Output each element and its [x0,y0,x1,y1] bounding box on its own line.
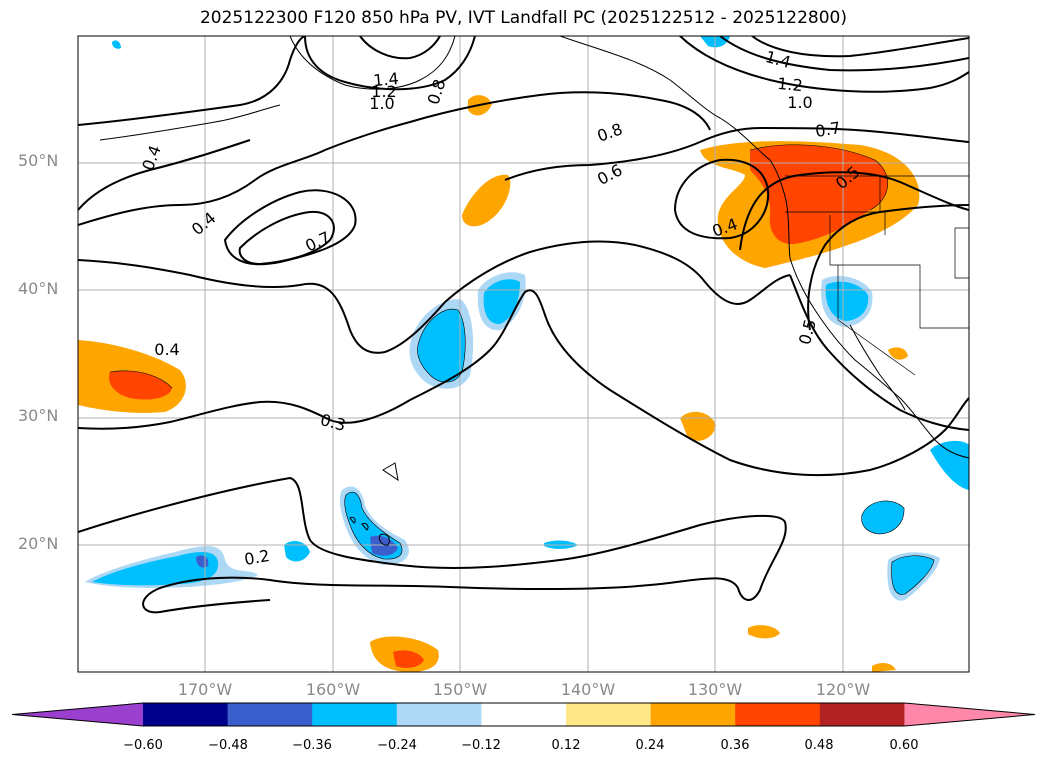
contour-label: 1.0 [369,94,394,113]
anomaly-patch-edge-2 [900,188,916,201]
contour-east-lobe [739,171,969,251]
contour-label: 1.0 [787,93,812,112]
graticule [78,36,969,672]
coastline-north-america [559,36,969,459]
colorbar-bin [227,703,313,726]
anomaly-patch-neg-6-core [891,555,934,595]
lon-tick-160w: 160°W [305,680,361,699]
coastline-aleutians [99,104,281,141]
colorbar-tick: −0.36 [292,738,332,753]
lat-tick-50n: 50°N [18,151,59,170]
anomaly-patch-neg-8 [930,440,969,490]
anomaly-patch-ne-pacific-core [750,144,888,245]
colorbar [11,702,1036,727]
colorbar-bin [396,703,482,726]
colorbar-tick: −0.60 [123,738,163,753]
contour-0.2 [78,476,787,614]
hawaii-islands [349,517,390,546]
anomaly-patch-edge [872,662,896,672]
lon-tick-140w: 140°W [560,680,616,699]
pv-contours [78,36,969,614]
anomaly-patch-neg-3-deep [370,535,398,556]
anomaly-patch-south-core [393,650,424,668]
colorbar-extension-high [904,703,1035,726]
lat-tick-20n: 20°N [18,534,59,553]
contour-label: 1.2 [371,82,396,101]
anomaly-patch-se [748,625,780,639]
colorbar-bin [566,703,652,726]
colorbar-tick: −0.24 [377,738,417,753]
colorbar-outline [11,702,1036,727]
lon-tick-170w: 170°W [177,680,233,699]
colorbar-bin [312,703,398,726]
lon-tick-130w: 130°W [687,680,743,699]
anomaly-patch-neg-7 [861,500,905,534]
contour-label: 0.7 [814,118,842,141]
colorbar-tick: 0.48 [804,738,834,753]
colorbar-tick: −0.48 [208,738,248,753]
contour-0.8b [359,36,441,60]
contour-nw [78,139,251,211]
contour-0.7b [238,210,335,266]
colorbar-extension-low [12,703,143,726]
contour-label: 1.4 [372,69,399,90]
anomaly-patch-neg-4-core [92,552,219,586]
colorbar-tick: 0.60 [889,738,919,753]
contour-label: 0.4 [154,340,179,359]
colorbar-tick: 0.24 [635,738,665,753]
contour-0.6 [504,126,969,181]
anomaly-patch-neg-5-core [825,281,869,321]
contour-east-loop [789,274,969,431]
contour-0.5 [78,91,711,226]
contour-ridge [673,158,770,240]
colorbar-tick: 0.36 [720,738,750,753]
colorbar-tick: 0.12 [551,738,581,753]
contour-1.0 [679,36,969,93]
contour-1.2 [719,36,969,72]
colorbar-bin [143,703,229,726]
small-island [382,462,399,482]
contour-0.4 [78,240,791,354]
negative-anomaly-shading [85,36,969,601]
chart-title: 2025122300 F120 850 hPa PV, IVT Landfall… [199,8,847,28]
coastline-baja [849,324,906,411]
contour-0.3 [78,289,969,477]
lon-tick-120w: 120°W [815,680,871,699]
lon-tick-150w: 150°W [432,680,488,699]
colorbar-bin [650,703,736,726]
lat-tick-30n: 30°N [18,406,59,425]
anomaly-patch-neg-1-core [417,309,466,383]
anomaly-patch-west-core [109,370,172,400]
colorbar-bin [481,703,567,726]
contour-label: 1.2 [777,74,804,95]
lat-tick-40n: 40°N [18,279,59,298]
colorbar-tick: −0.12 [461,738,501,753]
colorbar-bin [735,703,821,726]
anomaly-patch-mid [462,174,511,227]
contour-east-0.5 [807,204,969,331]
contour-outer [78,36,306,126]
contour-1.4 [751,36,969,58]
map-frame [77,35,970,673]
anomaly-patch-small [888,347,908,360]
colorbar-bin [819,703,905,726]
contour-0.8 [304,36,476,91]
anomaly-patch-neg-9 [284,540,310,562]
contour-label: 0.2 [243,546,271,569]
anomaly-patch-neg-12 [112,40,121,49]
anomaly-patch-central [680,411,716,441]
shading-outlines [109,144,935,595]
